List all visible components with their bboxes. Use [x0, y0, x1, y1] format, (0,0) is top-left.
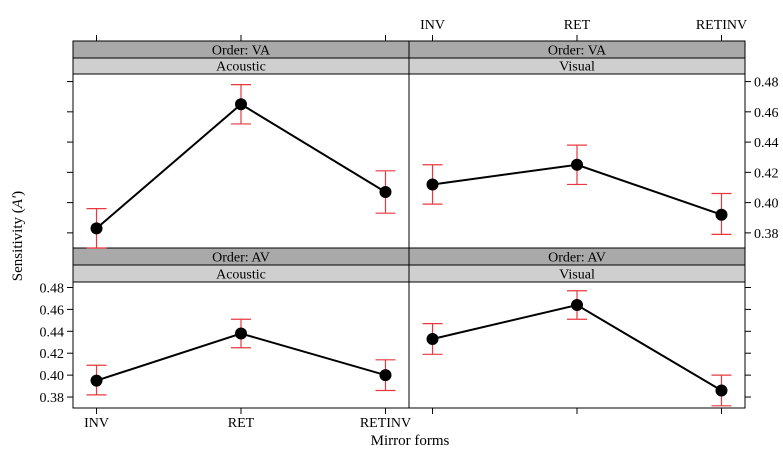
- series-va-acoustic: [86, 83, 396, 249]
- strip-modality-label: Visual: [559, 268, 595, 283]
- data-point-ret: [571, 299, 583, 312]
- strip-modality-label: Visual: [559, 60, 595, 75]
- data-point-retinv: [715, 208, 728, 221]
- x-tick-label: RETINV: [360, 416, 411, 431]
- x-axis-title: Mirror forms: [371, 433, 450, 449]
- data-point-ret: [571, 158, 583, 171]
- data-point-ret: [235, 327, 247, 340]
- x-tick-label: RETINV: [696, 18, 747, 33]
- series-av-visual: [422, 290, 732, 407]
- y-tick-label: 0.46: [754, 106, 779, 121]
- y-tick-label: 0.38: [754, 227, 779, 242]
- y-tick-label: 0.44: [754, 136, 779, 151]
- data-point-inv: [90, 374, 103, 387]
- strip-order-label: Order: VA: [212, 44, 271, 59]
- data-point-retinv: [379, 369, 392, 382]
- y-tick-label: 0.48: [754, 76, 779, 91]
- series-av-acoustic: [86, 318, 396, 396]
- y-tick-label: 0.38: [40, 391, 65, 406]
- strip-order-label: Order: AV: [212, 251, 270, 266]
- x-tick-label: RET: [228, 416, 255, 431]
- data-point-inv: [426, 178, 439, 191]
- data-point-inv: [90, 222, 103, 235]
- y-axis-title: Sensitivity (A′): [10, 191, 26, 281]
- y-tick-label: 0.44: [40, 325, 65, 340]
- strip-order-label: Order: VA: [548, 44, 607, 59]
- x-tick-label: INV: [84, 416, 109, 431]
- x-tick-label: INV: [420, 18, 445, 33]
- y-tick-label: 0.46: [40, 303, 65, 318]
- data-point-ret: [235, 98, 247, 111]
- strip-order-label: Order: AV: [548, 251, 606, 266]
- data-point-retinv: [379, 186, 392, 199]
- y-tick-label: 0.48: [40, 281, 65, 296]
- data-point-retinv: [715, 384, 728, 397]
- y-tick-label: 0.42: [40, 347, 65, 362]
- y-tick-label: 0.42: [754, 166, 779, 181]
- strip-modality-label: Acoustic: [216, 60, 266, 75]
- strip-modality-label: Acoustic: [216, 268, 266, 283]
- data-point-inv: [426, 332, 439, 345]
- panel-layer: [72, 73, 746, 409]
- y-tick-label: 0.40: [754, 197, 779, 212]
- series-va-visual: [422, 144, 732, 235]
- y-tick-label: 0.40: [40, 369, 65, 384]
- x-tick-label: RET: [564, 18, 591, 33]
